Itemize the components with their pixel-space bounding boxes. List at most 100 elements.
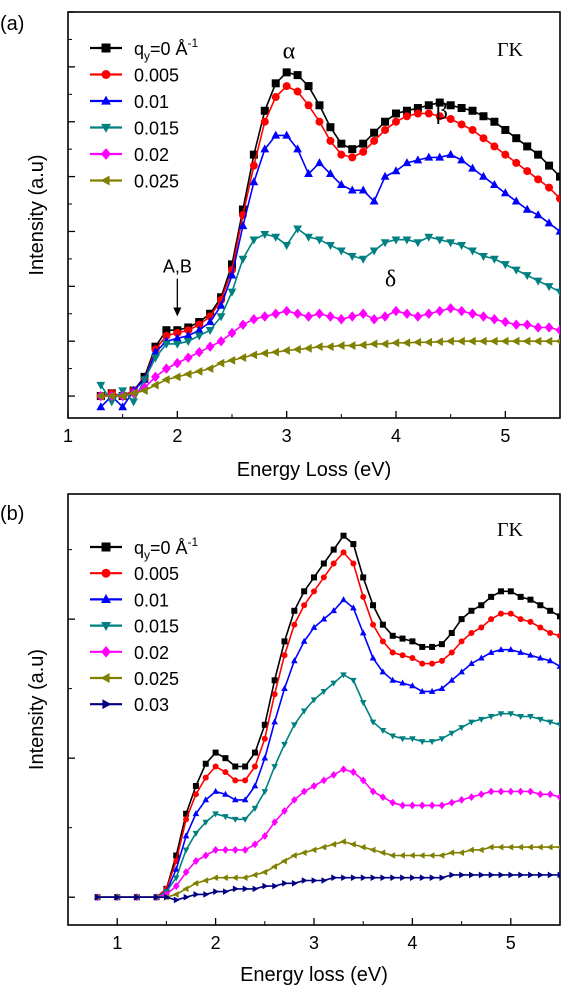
legend-label: 0.02 [134, 643, 169, 663]
series-0.02 [96, 303, 560, 402]
data-point [251, 749, 258, 756]
data-point [310, 782, 318, 790]
data-point [320, 689, 328, 696]
data-point [164, 893, 170, 901]
data-point [315, 308, 324, 319]
data-point [222, 846, 229, 854]
data-point [511, 266, 521, 275]
data-point [369, 787, 377, 796]
data-point [183, 810, 190, 817]
data-point [409, 638, 416, 645]
data-point [446, 303, 456, 314]
data-point [359, 629, 367, 636]
data-point [527, 714, 534, 721]
data-point [458, 725, 465, 732]
data-point [500, 188, 510, 197]
data-point [556, 845, 560, 850]
data-point [547, 607, 554, 614]
legend-label: 0.025 [134, 669, 179, 689]
data-point [347, 185, 357, 194]
data-point [399, 801, 406, 810]
data-point [212, 874, 218, 882]
data-point [381, 125, 390, 134]
data-point [556, 172, 560, 181]
data-point [360, 593, 367, 600]
data-point [326, 123, 335, 132]
data-point [241, 874, 248, 882]
data-point [557, 632, 560, 639]
data-point [271, 691, 278, 698]
data-point [458, 849, 464, 857]
data-point [389, 649, 396, 656]
direction-label: ΓK [497, 39, 524, 61]
data-point [139, 386, 148, 395]
data-point [348, 145, 357, 154]
x-tick-label: 4 [391, 426, 401, 446]
data-point [424, 308, 434, 319]
data-point [238, 221, 248, 230]
data-point [172, 882, 180, 890]
legend-sub: y [144, 548, 150, 562]
data-point [242, 777, 249, 784]
data-point [438, 641, 445, 648]
data-point [336, 247, 346, 256]
data-point [205, 341, 215, 352]
data-point [380, 311, 390, 322]
annotation: A,B [163, 257, 192, 277]
data-point [497, 646, 505, 653]
data-point [293, 144, 302, 153]
data-point [161, 375, 170, 384]
data-point [477, 790, 485, 799]
data-point [479, 252, 488, 261]
data-point [358, 255, 368, 264]
data-point [458, 616, 465, 623]
data-point [182, 885, 189, 893]
x-tick-label: 3 [282, 426, 292, 446]
data-point [292, 345, 301, 354]
data-point [487, 843, 494, 851]
data-point [517, 714, 524, 721]
data-point [315, 236, 324, 245]
data-point [360, 874, 367, 882]
data-point [399, 652, 406, 659]
data-point [527, 787, 534, 796]
data-point [358, 308, 368, 319]
series-0.01 [94, 596, 560, 900]
data-point [271, 863, 278, 870]
legend-q: q [134, 39, 144, 59]
data-point [260, 231, 270, 240]
data-point [511, 196, 521, 205]
data-point [231, 846, 239, 854]
data-point [172, 372, 181, 382]
data-point [304, 233, 313, 242]
data-point [511, 319, 521, 330]
data-point [424, 101, 433, 110]
data-point [205, 327, 215, 336]
data-point [291, 722, 298, 729]
data-point [183, 337, 193, 346]
data-point [413, 104, 422, 113]
legend-label: 0.025 [134, 172, 179, 192]
data-point [251, 805, 259, 812]
data-point [429, 660, 436, 667]
data-point [330, 546, 337, 553]
data-point [399, 679, 406, 686]
data-point [409, 682, 416, 689]
data-point [231, 874, 238, 882]
data-point [370, 136, 379, 145]
data-point [555, 325, 560, 336]
data-point [203, 891, 210, 898]
legend-sup: -1 [188, 36, 199, 50]
data-point [467, 846, 474, 854]
data-point [390, 874, 397, 882]
legend-label: 0.03 [134, 695, 169, 715]
data-point [537, 654, 544, 661]
data-point [336, 341, 345, 350]
data-point [402, 112, 411, 121]
data-point [184, 326, 193, 335]
data-point [281, 638, 288, 645]
series-layer [93, 532, 560, 904]
data-point [182, 868, 190, 877]
data-point [337, 139, 346, 148]
